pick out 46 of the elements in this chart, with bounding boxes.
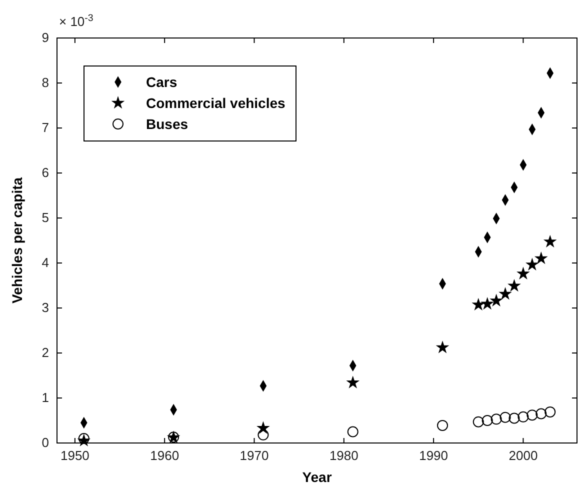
y-tick-label: 1 bbox=[42, 390, 49, 406]
point bbox=[437, 420, 448, 431]
point bbox=[498, 287, 512, 300]
point bbox=[518, 411, 529, 422]
point bbox=[526, 258, 539, 270]
point bbox=[490, 294, 503, 306]
point bbox=[508, 278, 521, 292]
point bbox=[516, 266, 530, 280]
point bbox=[526, 410, 538, 421]
point bbox=[347, 426, 358, 438]
text: × 10$^{-3}$ bbox=[59, 12, 94, 29]
point bbox=[490, 414, 502, 425]
x-tick-label: 1980 bbox=[329, 448, 358, 464]
x-tick-label: 2000 bbox=[508, 448, 538, 464]
legend-label: Commercial vehicles bbox=[146, 95, 286, 111]
y-tick-label: 6 bbox=[42, 165, 49, 180]
y-tick-label: 4 bbox=[42, 255, 49, 270]
y-tick-label: 2 bbox=[42, 345, 49, 360]
y-tick-label: 8 bbox=[42, 75, 49, 90]
point bbox=[480, 296, 494, 310]
point bbox=[472, 298, 486, 311]
x-tick-label: 1990 bbox=[419, 448, 448, 464]
y-tick-label: 5 bbox=[42, 210, 49, 226]
legend-label: Cars bbox=[146, 74, 178, 90]
y-tick-label: 9 bbox=[42, 30, 49, 46]
point bbox=[436, 340, 450, 354]
legend-label: Buses bbox=[146, 116, 188, 132]
x-tick-label: 1950 bbox=[60, 448, 90, 464]
point bbox=[536, 408, 547, 420]
point bbox=[78, 433, 90, 444]
point bbox=[534, 252, 548, 264]
y-tick-label: 3 bbox=[42, 300, 49, 316]
y-tick-label: 0 bbox=[42, 435, 49, 450]
y-axis-title: Vehicles per capita bbox=[9, 177, 25, 304]
point bbox=[544, 406, 556, 418]
point bbox=[543, 234, 557, 248]
point bbox=[500, 412, 511, 423]
point bbox=[472, 416, 484, 428]
x-tick-label: 1970 bbox=[240, 448, 269, 464]
point bbox=[346, 376, 360, 388]
x-axis-title: Year bbox=[302, 469, 332, 485]
point bbox=[508, 412, 520, 424]
x-tick-label: 1960 bbox=[150, 448, 180, 464]
point bbox=[482, 415, 493, 426]
y-tick-label: 7 bbox=[42, 120, 49, 136]
point bbox=[258, 429, 269, 440]
